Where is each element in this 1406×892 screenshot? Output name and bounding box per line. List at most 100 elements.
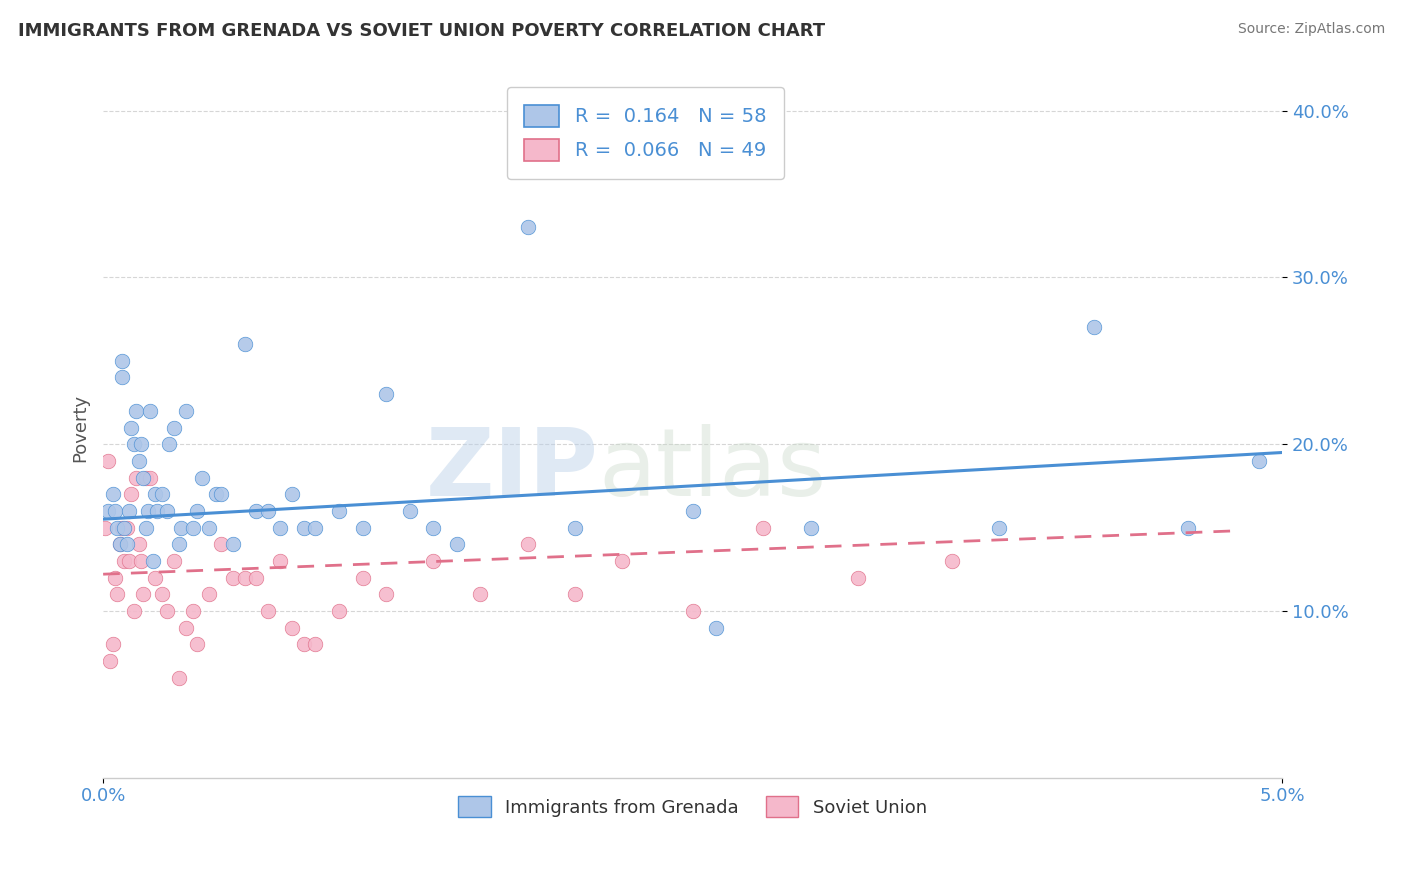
Point	[281, 487, 304, 501]
Point	[398, 504, 420, 518]
Point	[139, 470, 162, 484]
Point	[269, 520, 291, 534]
Point	[328, 604, 350, 618]
Point	[163, 554, 186, 568]
Point	[198, 520, 221, 534]
Point	[128, 454, 150, 468]
Point	[205, 487, 228, 501]
Point	[118, 504, 141, 518]
Point	[186, 637, 208, 651]
Point	[209, 487, 232, 501]
Point	[292, 520, 315, 534]
Point	[111, 354, 134, 368]
Point	[245, 570, 267, 584]
Point	[128, 537, 150, 551]
Point	[112, 520, 135, 534]
Point	[269, 554, 291, 568]
Point	[156, 604, 179, 618]
Point	[156, 504, 179, 518]
Point	[682, 604, 704, 618]
Point	[446, 537, 468, 551]
Point	[170, 520, 193, 534]
Legend: Immigrants from Grenada, Soviet Union: Immigrants from Grenada, Soviet Union	[451, 789, 934, 824]
Point	[682, 504, 704, 518]
Point	[157, 437, 180, 451]
Point	[281, 621, 304, 635]
Point	[191, 470, 214, 484]
Point	[98, 654, 121, 668]
Point	[139, 404, 162, 418]
Point	[129, 437, 152, 451]
Point	[150, 487, 173, 501]
Point	[122, 437, 145, 451]
Point	[105, 587, 128, 601]
Point	[470, 587, 492, 601]
Point	[104, 570, 127, 584]
Point	[132, 587, 155, 601]
Point	[111, 370, 134, 384]
Point	[115, 537, 138, 551]
Point	[375, 387, 398, 401]
Point	[186, 504, 208, 518]
Point	[292, 637, 315, 651]
Point	[115, 520, 138, 534]
Point	[111, 520, 134, 534]
Point	[304, 637, 326, 651]
Point	[422, 520, 444, 534]
Point	[800, 520, 823, 534]
Point	[704, 621, 727, 635]
Point	[516, 537, 538, 551]
Point	[125, 470, 148, 484]
Point	[101, 487, 124, 501]
Point	[167, 537, 190, 551]
Point	[941, 554, 963, 568]
Text: atlas: atlas	[599, 424, 827, 516]
Text: Source: ZipAtlas.com: Source: ZipAtlas.com	[1237, 22, 1385, 37]
Point	[142, 554, 165, 568]
Point	[181, 604, 204, 618]
Point	[104, 504, 127, 518]
Point	[108, 537, 131, 551]
Point	[375, 587, 398, 601]
Point	[209, 537, 232, 551]
Point	[97, 454, 120, 468]
Text: ZIP: ZIP	[426, 424, 599, 516]
Point	[120, 487, 142, 501]
Point	[112, 554, 135, 568]
Point	[129, 554, 152, 568]
Point	[328, 504, 350, 518]
Point	[1083, 320, 1105, 334]
Point	[1177, 520, 1199, 534]
Point	[245, 504, 267, 518]
Point	[233, 337, 256, 351]
Point	[352, 520, 374, 534]
Point	[143, 487, 166, 501]
Point	[122, 604, 145, 618]
Point	[132, 470, 155, 484]
Point	[352, 570, 374, 584]
Point	[150, 587, 173, 601]
Point	[146, 504, 169, 518]
Point	[610, 554, 633, 568]
Point	[516, 220, 538, 235]
Point	[752, 520, 775, 534]
Point	[120, 420, 142, 434]
Point	[181, 520, 204, 534]
Point	[222, 570, 245, 584]
Point	[257, 504, 280, 518]
Point	[135, 470, 157, 484]
Point	[108, 537, 131, 551]
Point	[564, 520, 586, 534]
Point	[846, 570, 869, 584]
Point	[222, 537, 245, 551]
Point	[118, 554, 141, 568]
Point	[125, 404, 148, 418]
Point	[97, 504, 120, 518]
Point	[422, 554, 444, 568]
Point	[988, 520, 1011, 534]
Point	[94, 520, 117, 534]
Point	[143, 570, 166, 584]
Point	[198, 587, 221, 601]
Point	[105, 520, 128, 534]
Point	[257, 604, 280, 618]
